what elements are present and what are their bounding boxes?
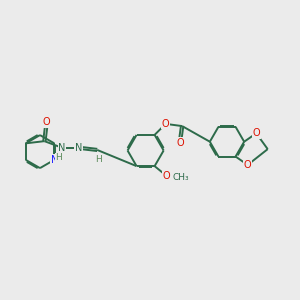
Text: N: N bbox=[75, 143, 82, 153]
Text: H: H bbox=[55, 153, 62, 162]
Text: O: O bbox=[252, 128, 260, 138]
Text: N: N bbox=[51, 155, 58, 165]
Text: N: N bbox=[58, 143, 66, 153]
Text: O: O bbox=[163, 171, 170, 181]
Text: O: O bbox=[43, 117, 50, 128]
Text: H: H bbox=[95, 155, 102, 164]
Text: O: O bbox=[244, 160, 251, 170]
Text: O: O bbox=[176, 138, 184, 148]
Text: CH₃: CH₃ bbox=[173, 172, 189, 182]
Text: O: O bbox=[162, 119, 170, 129]
